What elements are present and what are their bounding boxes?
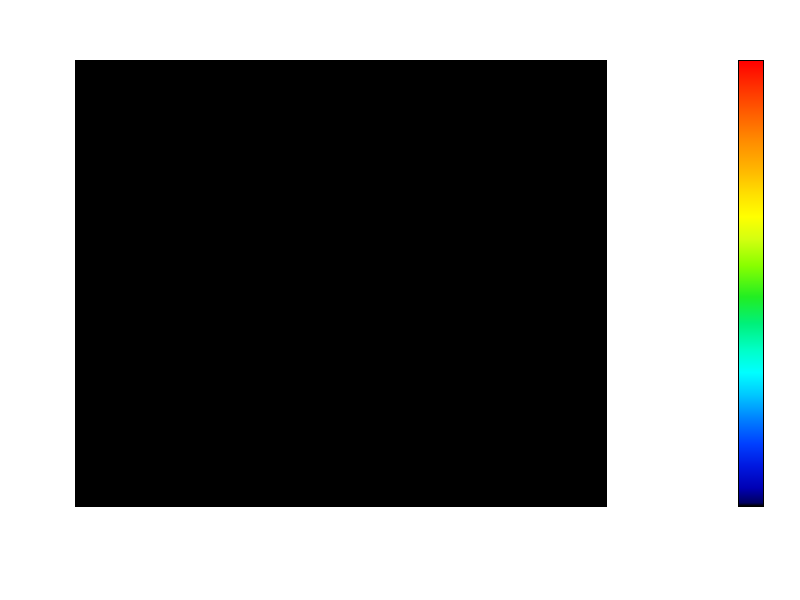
- colorbar-gradient: [739, 61, 763, 506]
- ionogram-heatmap-canvas: [76, 61, 606, 506]
- metadata-header: [0, 28, 800, 48]
- colorbar: [738, 60, 764, 507]
- ionogram-plot-area: [75, 60, 607, 507]
